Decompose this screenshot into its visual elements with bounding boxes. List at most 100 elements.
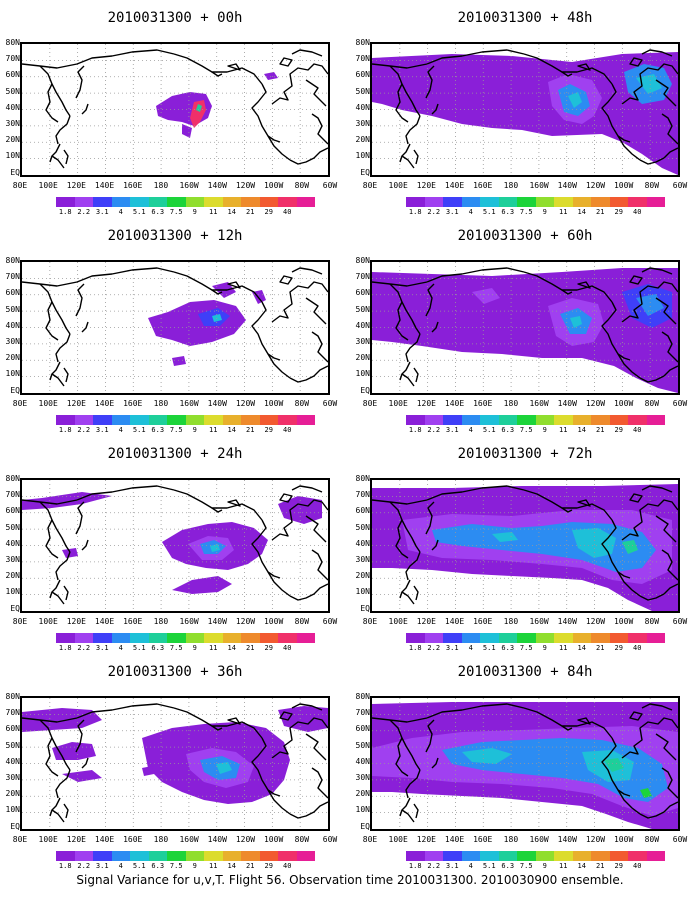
colorbar-label: 11	[559, 644, 568, 652]
colorbar-swatch	[554, 415, 573, 425]
coastline	[45, 737, 59, 777]
longitude-label: 140E	[94, 617, 115, 626]
colorbar-label: 7.5	[169, 208, 183, 216]
coastline	[431, 539, 439, 551]
latitude-label: 10N	[355, 369, 370, 379]
map-panel: 2010031300 + 00h 80N 70N 60N 50N 40N 30N 20N 10N…	[0, 0, 350, 222]
coastline	[577, 717, 591, 725]
colorbar-label: 1.8	[58, 426, 72, 434]
coastline	[311, 549, 328, 581]
colorbar-label: 5.1	[132, 862, 146, 870]
colorbar	[406, 851, 665, 861]
coastline	[425, 65, 435, 99]
colorbar-swatch	[628, 415, 647, 425]
colorbar-swatch	[572, 851, 591, 861]
coastline	[431, 321, 439, 333]
colorbar-label: 40	[633, 426, 642, 434]
colorbar-swatch	[204, 197, 223, 207]
colorbar-swatch	[167, 197, 186, 207]
coastline	[425, 283, 435, 317]
map-area	[370, 478, 680, 613]
coastline	[22, 267, 175, 287]
coastline	[271, 63, 328, 105]
colorbar-swatch	[56, 197, 75, 207]
longitude-label: 120W	[235, 617, 256, 626]
coastline	[399, 361, 411, 381]
latitude-label: EQ	[10, 385, 20, 395]
colorbar	[406, 415, 665, 425]
map-panel: 2010031300 + 12h 80N 70N 60N 50N 40N 30N 20N 10N…	[0, 218, 350, 440]
coastline	[63, 149, 69, 165]
latitude-label: 10N	[5, 587, 20, 597]
latitude-label: 40N	[5, 102, 20, 112]
colorbar-label: 7.5	[169, 862, 183, 870]
coastline	[641, 703, 673, 711]
longitude-label: 120W	[585, 835, 606, 844]
colorbar-label: 21	[596, 426, 605, 434]
colorbar-swatch	[93, 415, 112, 425]
coastline	[49, 143, 61, 163]
latitude-label: 30N	[5, 119, 20, 128]
longitude-label: 160E	[473, 399, 493, 408]
colorbar-label: 29	[614, 208, 623, 216]
latitude-label: 40N	[5, 320, 20, 330]
colorbar-swatch	[646, 633, 665, 643]
colorbar-swatch	[609, 197, 628, 207]
colorbar-label: 40	[283, 208, 292, 216]
coastline	[251, 301, 291, 379]
longitude-label: 140W	[557, 617, 577, 626]
variance-shading	[52, 742, 96, 760]
map-canvas	[22, 44, 328, 175]
colorbar-label: 14	[227, 208, 236, 216]
coastline	[655, 733, 677, 761]
colorbar-swatch	[443, 851, 462, 861]
coastline	[577, 499, 591, 507]
coastline	[655, 79, 677, 107]
coastline	[211, 725, 223, 731]
longitude-label: 100E	[38, 399, 58, 408]
longitude-label: 80E	[12, 617, 28, 626]
longitude-label: 180	[503, 399, 519, 408]
colorbar-swatch	[572, 415, 591, 425]
latitude-label: 10N	[355, 151, 370, 161]
longitude-label: 140E	[444, 181, 465, 190]
colorbar-swatch	[535, 197, 554, 207]
coastline	[561, 725, 573, 731]
colorbar-label: 2.2	[427, 208, 441, 216]
latitude-label: 10N	[355, 587, 370, 597]
coastline	[22, 49, 175, 69]
map-canvas	[372, 262, 678, 393]
colorbar-label: 7.5	[519, 862, 533, 870]
longitude-label: 80E	[362, 181, 378, 190]
colorbar-label: 2.2	[427, 644, 441, 652]
longitude-label: 180	[153, 835, 169, 844]
latitude-label: 70N	[5, 490, 20, 500]
colorbar-swatch	[646, 851, 665, 861]
coastline	[55, 551, 71, 581]
colorbar-swatch	[278, 633, 297, 643]
variance-shading	[372, 268, 678, 393]
coastline	[211, 507, 223, 513]
colorbar-swatch	[461, 197, 480, 207]
coastline	[267, 571, 281, 579]
longitude-label: 120E	[416, 835, 436, 844]
longitude-label: 100E	[38, 181, 58, 190]
coastline	[227, 281, 241, 289]
latitude-label: 50N	[355, 740, 370, 750]
colorbar-swatch	[591, 851, 610, 861]
latitude-label: 70N	[355, 54, 370, 64]
colorbar-swatch	[222, 633, 241, 643]
colorbar-swatch	[628, 197, 647, 207]
latitude-label: 50N	[355, 304, 370, 314]
map-area	[370, 696, 680, 831]
colorbar-label: 5.1	[132, 644, 146, 652]
coastline	[305, 79, 327, 107]
colorbar	[406, 197, 665, 207]
longitude-label: 140E	[94, 181, 115, 190]
longitude-label: 80W	[644, 835, 660, 844]
latitude-label: 80N	[5, 474, 20, 483]
colorbar-label: 3.1	[445, 644, 459, 652]
latitude-label: 70N	[5, 54, 20, 64]
coastline	[271, 281, 328, 323]
colorbar-swatch	[480, 197, 499, 207]
